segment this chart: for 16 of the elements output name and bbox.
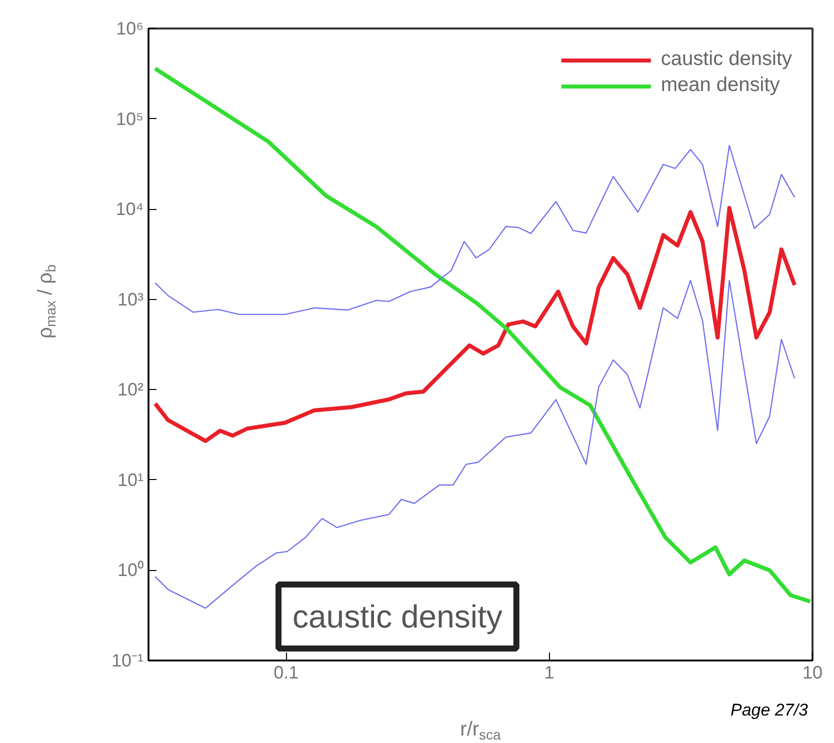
annotation: caustic density bbox=[292, 598, 502, 634]
legend-label: mean density bbox=[660, 74, 780, 97]
x-tick-label: 10 bbox=[802, 662, 823, 682]
y-tick-label: 10¹ bbox=[117, 470, 144, 490]
y-tick-label: 10⁵ bbox=[116, 108, 144, 129]
x-tick-label: 1 bbox=[544, 662, 554, 682]
y-tick-label: 10⁴ bbox=[116, 199, 144, 220]
y-axis-title: ρmax / ρb bbox=[34, 264, 58, 339]
legend-label: caustic density bbox=[660, 48, 792, 71]
y-tick-label: 10³ bbox=[117, 289, 144, 310]
y-tick-label: 10² bbox=[117, 380, 144, 400]
text: Page 27/3 bbox=[730, 700, 809, 720]
x-tick-label: 0.1 bbox=[274, 662, 299, 682]
y-tick-label: 10⁻¹ bbox=[111, 650, 144, 670]
y-tick-label: 10⁶ bbox=[116, 18, 144, 38]
y-tick-label: 10⁰ bbox=[117, 560, 144, 580]
